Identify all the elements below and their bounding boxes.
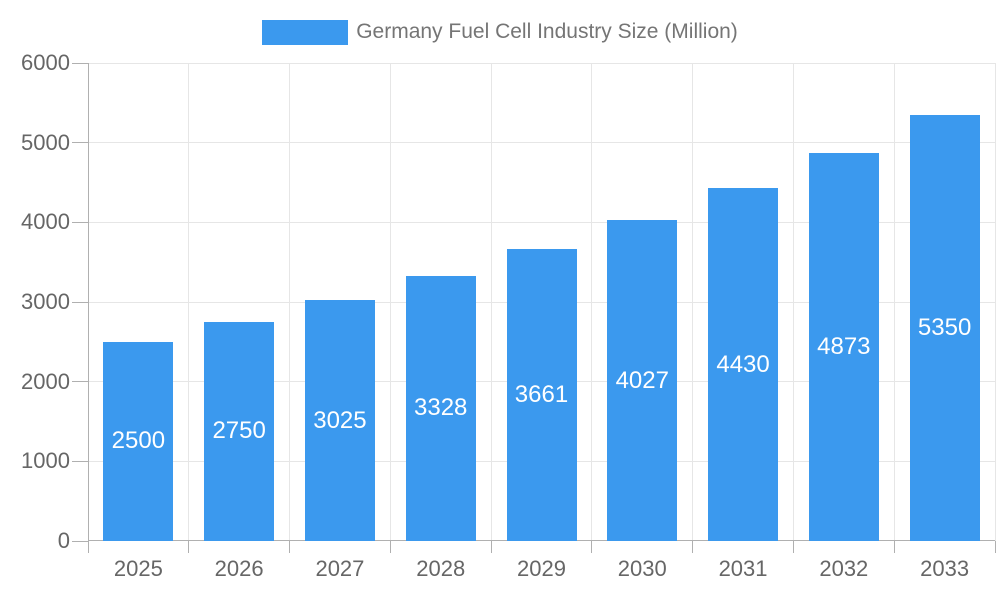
bar[interactable]: 3661 bbox=[506, 249, 577, 541]
bar[interactable]: 5350 bbox=[909, 114, 980, 541]
x-axis-tick-label: 2029 bbox=[517, 556, 566, 581]
bar[interactable]: 4027 bbox=[607, 220, 678, 541]
bar-value-label: 4027 bbox=[615, 366, 669, 394]
plot-area: 2500 2750 3025 3328 3661 4027 4430 4873 5350 bbox=[72, 62, 996, 553]
x-axis-tick-label: 2033 bbox=[920, 556, 970, 581]
legend-label: Germany Fuel Cell Industry Size (Million… bbox=[356, 20, 738, 43]
y-axis-labels: 0 1000 2000 3000 4000 5000 6000 bbox=[0, 50, 70, 553]
y-axis-tick-label: 5000 bbox=[21, 129, 70, 155]
y-axis-tick bbox=[72, 540, 88, 542]
gridline-vertical bbox=[692, 63, 694, 541]
bar-value-label: 3661 bbox=[514, 381, 569, 409]
gridline-vertical bbox=[591, 63, 593, 541]
y-axis-tick-label: 6000 bbox=[21, 50, 70, 75]
x-axis-tick-label: 2031 bbox=[718, 556, 768, 581]
x-axis-tick bbox=[289, 541, 291, 553]
bar-value-label: 4430 bbox=[716, 350, 770, 378]
x-axis-tick bbox=[994, 541, 996, 553]
x-axis-tick bbox=[188, 541, 190, 553]
gridline-vertical bbox=[994, 63, 996, 541]
x-axis-tick bbox=[490, 541, 492, 553]
y-axis-tick-label: 4000 bbox=[21, 209, 70, 235]
bar-value-label: 3328 bbox=[414, 394, 468, 422]
x-axis-tick-label: 2032 bbox=[819, 556, 869, 581]
y-axis-tick bbox=[72, 221, 88, 223]
x-axis-tick-label: 2026 bbox=[214, 556, 264, 581]
x-axis-tick-label: 2025 bbox=[113, 556, 163, 581]
bar-value-label: 2500 bbox=[111, 427, 166, 455]
x-axis-tick bbox=[692, 541, 694, 553]
bar[interactable]: 2500 bbox=[103, 341, 174, 541]
x-axis-tick bbox=[792, 541, 794, 553]
gridline-vertical bbox=[893, 63, 895, 541]
x-axis-tick bbox=[87, 541, 89, 553]
x-axis-tick bbox=[591, 541, 593, 553]
bar-value-label: 4873 bbox=[817, 332, 871, 360]
gridline-vertical bbox=[389, 63, 391, 541]
x-axis-tick-label: 2030 bbox=[617, 556, 667, 581]
y-axis-tick bbox=[72, 142, 88, 144]
bar[interactable]: 2750 bbox=[204, 321, 275, 541]
gridline-horizontal bbox=[88, 221, 995, 223]
x-axis-labels: 2025 2026 2027 2028 2029 2030 2031 2032 2033 bbox=[88, 556, 995, 586]
y-axis-tick-label: 0 bbox=[57, 528, 70, 553]
bar[interactable]: 4873 bbox=[808, 152, 879, 541]
y-axis-line bbox=[88, 63, 89, 541]
y-axis-tick-label: 1000 bbox=[21, 448, 70, 474]
gridline-vertical bbox=[289, 63, 291, 541]
x-axis-tick-label: 2028 bbox=[416, 556, 466, 581]
bar[interactable]: 3025 bbox=[304, 300, 375, 541]
bar-value-label: 2750 bbox=[212, 417, 266, 445]
y-axis-tick-label: 2000 bbox=[21, 368, 70, 394]
gridline-horizontal bbox=[88, 62, 995, 64]
x-axis-tick bbox=[893, 541, 895, 553]
bar-value-label: 5350 bbox=[917, 313, 972, 341]
y-axis-tick bbox=[72, 460, 88, 462]
gridline-vertical bbox=[490, 63, 492, 541]
y-axis-tick bbox=[72, 301, 88, 303]
bar[interactable]: 4430 bbox=[708, 188, 779, 541]
chart-legend: Germany Fuel Cell Industry Size (Million… bbox=[0, 18, 1000, 46]
x-axis-tick-label: 2027 bbox=[315, 556, 365, 581]
x-axis-tick bbox=[389, 541, 391, 553]
bar[interactable]: 3328 bbox=[405, 275, 476, 541]
y-axis-tick-label: 3000 bbox=[21, 289, 70, 314]
y-axis-tick bbox=[72, 381, 88, 383]
gridline-horizontal bbox=[88, 142, 995, 144]
gridline-vertical bbox=[188, 63, 190, 541]
bar-value-label: 3025 bbox=[313, 406, 367, 434]
legend-swatch-icon bbox=[262, 19, 349, 45]
y-axis-tick bbox=[72, 62, 88, 64]
gridline-vertical bbox=[792, 63, 794, 541]
